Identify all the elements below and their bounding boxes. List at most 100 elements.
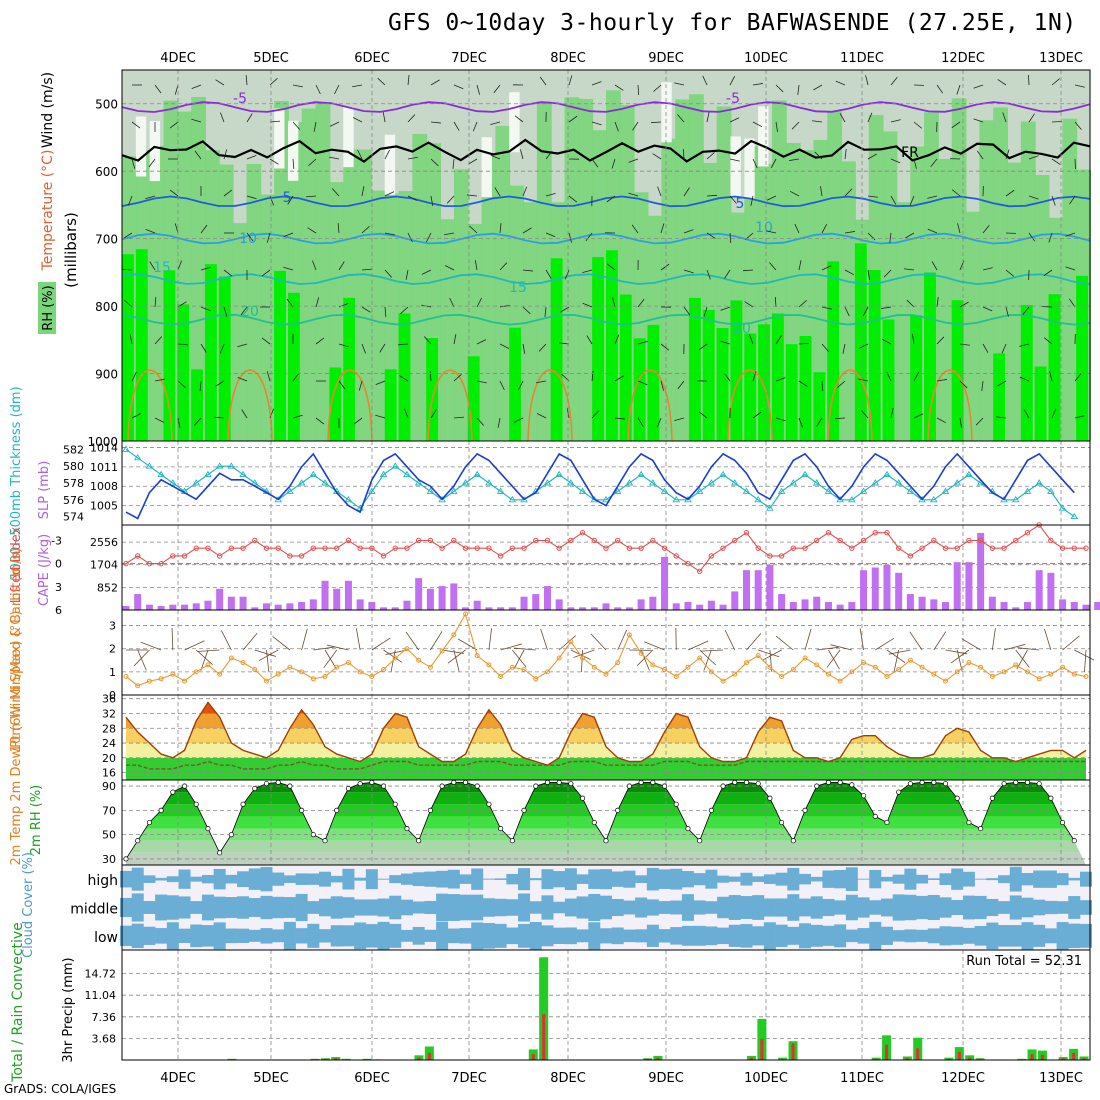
wind-barb [338,380,346,390]
cloud-cell [1044,900,1057,915]
cloud-cell [670,868,683,890]
cloud-cell [354,922,367,950]
cloud-cell [412,901,425,914]
lifted-index-point [860,537,867,544]
cloud-cell [248,868,261,890]
rh-point [556,779,562,785]
cloud-cell [623,929,636,943]
wind-barb [384,149,390,160]
cloud-cell [576,874,589,884]
rh-band [536,101,552,441]
cloud-cell [834,870,847,889]
rh-ytick: 30 [102,853,116,866]
rh-band-high [550,258,563,441]
wind-barb [220,112,225,123]
wind-barb [1022,306,1030,316]
rh-point [146,819,152,826]
cloud-cell [1080,923,1092,948]
cloud-cell [155,894,168,921]
rh-band-high [854,243,867,441]
thickness-ytick: 578 [63,477,84,490]
wind-barb-10m [933,631,947,651]
wind-speed-point [252,667,258,673]
wind-barb-10m [488,628,493,651]
wind-speed-point [790,667,796,673]
lifted-index-point [439,545,445,551]
wind-barb-10m [888,649,911,655]
wind-barb [927,195,938,199]
cape-bar [719,604,727,610]
isotherm-label: 15 [153,260,171,276]
wind-speed-point [872,664,878,670]
rh-point [673,801,679,807]
wind-barb [568,195,578,203]
cape-ytick: 852 [97,581,118,594]
wind-barb [913,121,923,129]
rh-band-high [951,300,964,441]
rh-band-dry [730,136,741,197]
lifted-index-point [638,545,644,551]
rh-band [149,145,165,441]
precip-conv-bar [1061,1058,1065,1060]
cape-bar [883,564,891,610]
wind-barb [936,379,947,382]
wind-barb [123,232,133,239]
cloud-cell [635,897,648,918]
temp-ytick: 36 [102,693,116,706]
wind-barb [611,158,616,169]
warm-contour [327,369,373,442]
cape-bar [579,607,587,610]
wind-barb [375,414,386,419]
wind-barb [834,417,846,420]
thickness-point [824,487,833,494]
cloud-cell [237,928,250,944]
wind-speed-point [381,667,387,673]
date-label-bottom: 6DEC [354,1071,390,1086]
wind-barb [591,410,600,419]
wind-barb [283,232,294,237]
cloud-cell [681,925,694,946]
lifted-index-point [1024,530,1031,536]
li-ytick: 0 [55,558,62,571]
cloud-cell [412,872,425,887]
cloud-cell [728,876,741,882]
wind-barb-10m [1044,628,1052,651]
wind-barb [453,121,460,131]
rh-band-dry [343,107,354,168]
cloud-cell [143,901,156,914]
wind-barb [752,371,757,382]
wind-barb [614,417,625,420]
wind-barb [215,380,225,387]
rh-point [263,781,270,787]
wind-barb [564,269,570,280]
temp-band [126,702,1086,714]
wind-speed-point [615,660,621,666]
wind-barb [315,337,325,345]
cape-bar [637,599,645,610]
rh-point [896,789,902,795]
wind-speed-point [907,657,913,663]
wind-barb [177,380,186,388]
wind-speed-point [626,632,632,638]
wind-speed-point [170,671,176,677]
wind-barb [536,413,547,419]
cloud-cell [869,870,882,889]
rh-band-high [993,353,1006,441]
cloud-cell [845,929,858,943]
cloud-ylabel: Cloud Cover (%) [21,852,36,958]
wind-barb [405,269,409,280]
lifted-index-point [451,537,457,544]
lifted-index-point [1059,545,1066,551]
isotherm-label: 10 [755,220,773,236]
cloud-cell [974,926,987,946]
precip-conv-bar [334,1058,338,1060]
wind-legend-label: Wind (m/s) [40,72,56,148]
wind-barb [353,417,363,425]
wind-barb [720,340,731,345]
wind-barb [292,158,295,169]
dewpt-line [126,760,1086,770]
precip-left-label: Total / Rain Convective [10,922,26,1083]
rh-point [591,819,597,826]
cloud-cell [248,929,261,942]
wind-speed-point [1013,662,1019,668]
